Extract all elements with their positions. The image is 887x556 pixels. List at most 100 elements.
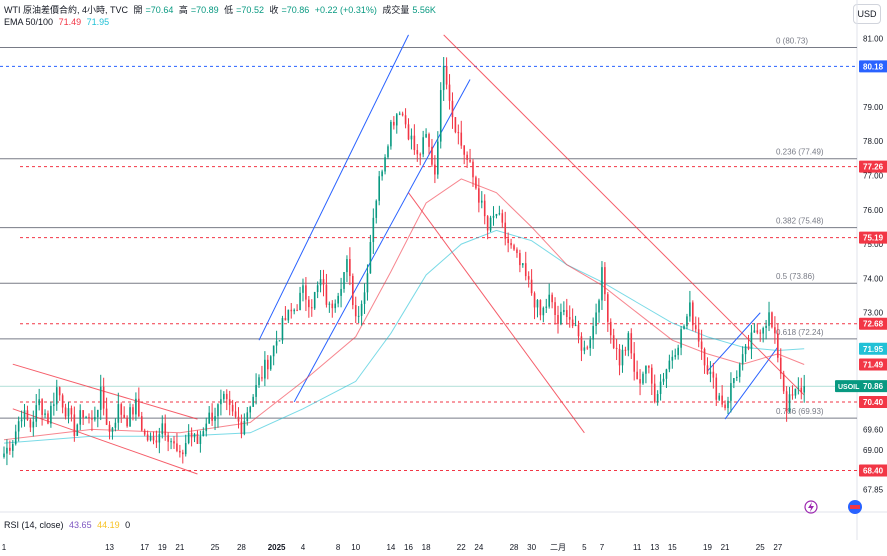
candle-body — [601, 267, 603, 301]
candle-body — [269, 356, 272, 370]
candle-body — [217, 404, 219, 417]
candle-body — [413, 135, 416, 151]
currency-button[interactable]: USD — [853, 4, 881, 24]
candle-body — [627, 333, 630, 351]
candle-body — [483, 200, 486, 217]
candle-body — [146, 434, 149, 441]
candle-body — [352, 275, 354, 306]
time-tick-label: 10 — [351, 543, 360, 552]
candle-body — [202, 431, 205, 437]
candle-body — [650, 367, 653, 384]
fib-level-label: 0.786 (69.93) — [776, 407, 824, 416]
candle-body — [35, 405, 38, 422]
candle-body — [788, 394, 791, 412]
candle-body — [686, 316, 688, 327]
candle-body — [533, 293, 536, 308]
symbol-header: WTI 原油差價合約, 4小時, TVC 開 =70.64 高 =70.89 低 =7… — [4, 3, 439, 16]
time-tick-label: 19 — [158, 543, 167, 552]
candle-body — [527, 276, 530, 280]
candle-body — [624, 349, 627, 351]
candle-body — [428, 134, 430, 147]
candle-body — [126, 418, 128, 427]
candle-body — [794, 388, 797, 396]
time-tick-label: 28 — [510, 543, 519, 552]
candle-body — [343, 272, 345, 289]
candle-body — [466, 154, 468, 160]
candle-body — [296, 309, 298, 311]
time-tick-label: 24 — [474, 543, 483, 552]
time-tick-label: 15 — [668, 543, 677, 552]
candle-body — [258, 377, 260, 386]
candle-body — [756, 330, 759, 333]
candle-body — [762, 328, 764, 334]
red-channel-line — [443, 34, 805, 396]
candle-body — [155, 440, 158, 443]
ema-legend[interactable]: EMA 50/100 71.49 71.95 — [4, 17, 112, 27]
symbol-name[interactable]: WTI 原油差價合約, 4小時, TVC — [4, 5, 129, 15]
candle-body — [14, 431, 17, 445]
candle-body — [738, 364, 741, 377]
candle-body — [76, 424, 79, 436]
time-tick-label: 16 — [404, 543, 413, 552]
blue-channel-line — [707, 312, 761, 372]
candle-body — [510, 243, 512, 246]
candle-body — [349, 259, 351, 276]
price-tick-label: 73.00 — [863, 309, 884, 318]
candle-body — [419, 154, 422, 156]
rsi-legend[interactable]: RSI (14, close) 43.65 44.19 0 — [4, 520, 133, 530]
candle-body — [281, 318, 284, 341]
price-tag-box — [859, 317, 887, 330]
flag-icon-stripe — [850, 505, 860, 509]
open-label: 開 — [133, 5, 143, 15]
candle-body — [138, 398, 140, 417]
candle-body — [724, 404, 726, 409]
candle-body — [536, 300, 539, 308]
candle-body — [316, 285, 319, 293]
candle-body — [357, 315, 360, 317]
candles — [3, 57, 806, 466]
candle-body — [340, 288, 342, 296]
candle-body — [519, 253, 521, 266]
candle-body — [223, 393, 225, 400]
time-axis: 1 13 17 19 21 25 28 2025 4 8 10 14 16 18 22 24 28 30 二月 5 7 1… — [2, 543, 783, 552]
price-tag-box — [859, 160, 887, 173]
price-tick-label: 69.00 — [863, 446, 884, 455]
candle-body — [662, 378, 665, 382]
candle-body — [225, 393, 228, 400]
candle-body — [310, 307, 313, 309]
candle-body — [785, 391, 788, 412]
candle-body — [164, 423, 167, 436]
candle-body — [70, 408, 73, 415]
candle-body — [378, 176, 380, 201]
candle-body — [463, 145, 465, 155]
candle-body — [665, 369, 668, 379]
candle-body — [243, 420, 246, 435]
candle-body — [366, 273, 369, 293]
candle-body — [140, 416, 143, 431]
price-tag-value: 72.68 — [863, 320, 884, 329]
candle-body — [674, 355, 677, 357]
candle-body — [47, 413, 49, 424]
price-tag-box — [859, 342, 887, 355]
candle-body — [334, 303, 337, 309]
close-value: =70.86 — [281, 5, 310, 15]
time-tick-label: 1 — [2, 543, 7, 552]
candle-body — [290, 309, 293, 312]
price-tag-value: 70.86 — [863, 382, 884, 391]
candle-body — [516, 249, 518, 254]
candle-body — [730, 383, 732, 401]
candle-body — [58, 387, 61, 396]
price-tag-box — [835, 380, 887, 393]
candle-body — [53, 404, 55, 406]
candle-body — [442, 66, 445, 91]
candle-body — [302, 285, 304, 293]
candle-body — [639, 379, 641, 384]
candle-body — [589, 339, 592, 349]
candle-body — [548, 294, 551, 307]
candle-body — [571, 319, 574, 326]
candle-body — [234, 411, 237, 417]
time-tick-label: 17 — [140, 543, 149, 552]
candle-body — [3, 453, 5, 457]
candle-body — [604, 267, 606, 295]
